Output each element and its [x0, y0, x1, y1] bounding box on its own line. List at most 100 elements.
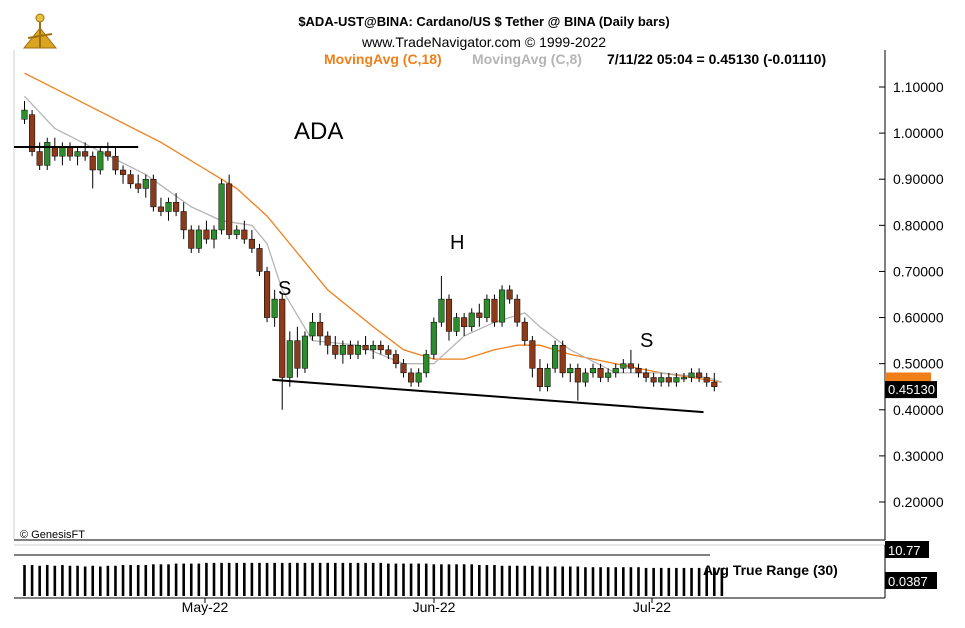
y-tick-label: 0.70000: [893, 263, 944, 279]
candle-body: [461, 317, 468, 328]
atr-bar: [144, 565, 148, 596]
candle-body: [529, 340, 536, 369]
candle-body: [127, 174, 134, 185]
candle: [430, 317, 437, 360]
candle-body: [21, 109, 28, 120]
candle-body: [453, 317, 460, 332]
candle: [400, 359, 407, 378]
candle: [483, 294, 490, 323]
candle: [248, 229, 255, 253]
candle-body: [362, 344, 369, 351]
atr-bar: [258, 562, 261, 596]
atr-bar: [379, 562, 383, 596]
x-tick-label: May-22: [182, 599, 229, 615]
atr-bar: [417, 563, 420, 596]
atr-bar: [212, 562, 216, 596]
candle: [362, 336, 369, 355]
y-tick-label: 0.20000: [893, 494, 944, 510]
atr-bar: [333, 562, 337, 596]
candle: [74, 146, 81, 166]
candle-body: [438, 298, 445, 323]
candle: [665, 372, 672, 387]
candle: [339, 340, 346, 364]
candle: [559, 340, 566, 378]
atr-bar: [712, 568, 716, 596]
candle: [574, 363, 581, 401]
atr-bar: [311, 562, 314, 596]
candle-body: [408, 372, 415, 383]
candle: [66, 142, 74, 161]
genesis-watermark: © GenesisFT: [20, 529, 85, 541]
candle: [286, 331, 293, 387]
candle-body: [385, 349, 392, 355]
candle-body: [589, 368, 597, 374]
candle: [332, 336, 339, 360]
candle-body: [370, 344, 377, 351]
candle-body: [44, 142, 51, 166]
atr-bar: [462, 564, 466, 596]
atr-bar: [288, 562, 292, 596]
candle: [552, 340, 559, 373]
candle: [51, 137, 58, 161]
atr-label: Avg True Range (30): [703, 562, 838, 578]
candle: [127, 170, 134, 189]
candle-body: [347, 344, 354, 355]
candle-body: [620, 363, 627, 369]
atr-bar: [697, 567, 701, 596]
candle-body: [173, 202, 180, 212]
candle: [521, 317, 528, 346]
atr-bar: [485, 565, 489, 596]
candle: [97, 146, 104, 175]
candle-body: [29, 114, 36, 152]
candle-body: [536, 368, 543, 387]
candle-body: [256, 248, 263, 272]
candle: [544, 363, 551, 392]
candle-body: [582, 372, 589, 383]
chart-title: $ADA-UST@BINA: Cardano/US $ Tether @ BIN…: [298, 14, 669, 29]
atr-bar: [470, 564, 474, 596]
candle: [44, 137, 51, 170]
candle: [309, 312, 316, 341]
candle-body: [36, 151, 43, 166]
candle: [385, 345, 392, 360]
atr-bar: [326, 562, 329, 596]
candle: [195, 225, 202, 253]
candle: [423, 349, 430, 378]
atr-bar: [387, 563, 390, 596]
x-tick-label: Jul-22: [633, 599, 671, 615]
x-tick-label: Jun-22: [413, 599, 456, 615]
left-shoulder-label: S: [278, 278, 291, 300]
atr-bar: [508, 565, 511, 596]
candle: [650, 372, 657, 387]
atr-bar: [265, 562, 269, 596]
candle: [589, 363, 597, 378]
atr-bar: [614, 567, 618, 596]
candle-body: [97, 151, 104, 171]
candle: [59, 142, 66, 166]
candle-body: [627, 363, 634, 369]
atr-bar: [394, 563, 398, 596]
atr-bar: [553, 566, 557, 596]
candle-body: [271, 298, 278, 318]
atr-bars: [23, 562, 724, 596]
candle-body: [392, 354, 399, 364]
candle-body: [264, 271, 271, 318]
atr-bar: [440, 564, 443, 596]
candle-body: [354, 344, 362, 355]
candle: [317, 312, 324, 346]
head-label: H: [450, 232, 464, 254]
candle-body: [59, 146, 66, 157]
candle-body: [233, 229, 240, 235]
candle: [264, 266, 271, 323]
candle: [241, 220, 248, 244]
candle-body: [650, 377, 657, 383]
candle: [256, 243, 263, 277]
atr-bar: [659, 567, 663, 596]
atr-bar: [91, 565, 95, 596]
candle-body: [377, 344, 384, 351]
y-tick-label: 1.00000: [893, 125, 944, 141]
candle: [142, 174, 149, 198]
atr-bar: [159, 564, 163, 596]
candle: [696, 368, 703, 383]
candle: [514, 294, 521, 327]
